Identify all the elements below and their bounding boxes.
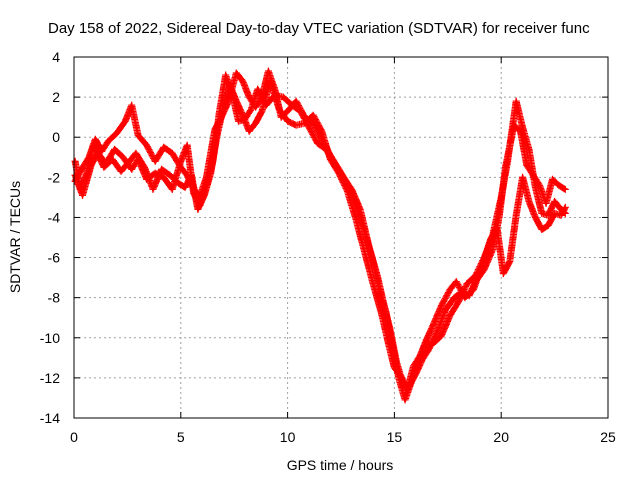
x-tick-label: 15 [387,429,403,445]
chart-title: Day 158 of 2022, Sidereal Day-to-day VTE… [48,20,590,37]
plot-frame [73,56,609,419]
x-tick-labels: 0 5 10 15 20 25 [70,429,616,445]
y-tick-label: 0 [52,129,60,145]
y-tick-label: -12 [40,370,60,386]
x-tick-label: 0 [70,429,78,445]
x-axis-label: GPS time / hours [287,457,394,473]
y-tick-label: -2 [48,169,61,185]
y-tick-label: -14 [40,410,60,426]
x-tick-label: 20 [493,429,509,445]
x-tick-label: 5 [177,429,185,445]
x-tick-label: 10 [280,429,296,445]
y-tick-label: -10 [40,330,60,346]
y-tick-label: 2 [52,89,60,105]
series-markers [71,77,569,394]
series-trace-c [71,77,569,394]
grid-lines [74,57,608,418]
y-axis-label: SDTVAR / TECUs [7,181,23,293]
y-tick-label: -8 [48,290,61,306]
x-tick-label: 25 [600,429,616,445]
axis-ticks [73,56,609,419]
y-tick-labels: -14 -12 -10 -8 -6 -4 -2 0 2 4 [40,49,60,426]
y-tick-label: -6 [48,250,61,266]
data-points [71,67,569,404]
y-tick-label: 4 [52,49,60,65]
y-tick-label: -4 [48,209,61,225]
